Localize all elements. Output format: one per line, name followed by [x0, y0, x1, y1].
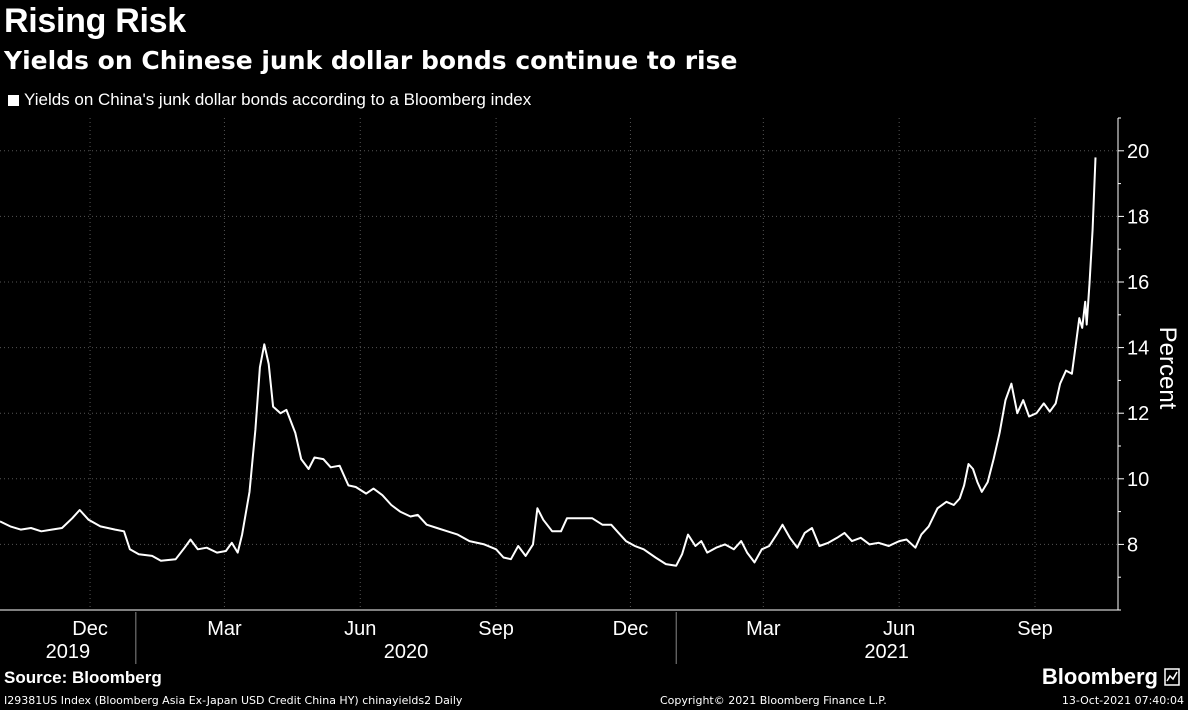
chart-subtitle: Yields on Chinese junk dollar bonds cont…	[4, 46, 738, 75]
grid-lines	[0, 118, 1118, 610]
ytick-label-16: 16	[1127, 272, 1149, 294]
year-label-2019: 2019	[46, 641, 91, 663]
y-axis-label: Percent	[1154, 327, 1181, 410]
legend-swatch	[8, 94, 19, 106]
timestamp: 13-Oct-2021 07:40:04	[1061, 694, 1184, 707]
index-meta: I29381US Index (Bloomberg Asia Ex-Japan …	[4, 694, 463, 707]
legend: Yields on China's junk dollar bonds acco…	[8, 90, 531, 110]
brand-name: Bloomberg	[1041, 664, 1158, 689]
ytick-label-14: 14	[1127, 338, 1149, 360]
copyright: Copyright© 2021 Bloomberg Finance L.P.	[660, 694, 887, 707]
year-label-2020: 2020	[384, 641, 429, 663]
xtick-label-2: Jun	[344, 618, 376, 640]
ytick-label-20: 20	[1127, 141, 1149, 163]
axes	[0, 117, 1124, 664]
bloomberg-logo-icon	[1164, 667, 1180, 687]
legend-label: Yields on China's junk dollar bonds acco…	[24, 90, 532, 109]
ytick-label-8: 8	[1127, 534, 1138, 556]
ytick-label-18: 18	[1127, 206, 1149, 228]
xtick-label-5: Mar	[746, 618, 781, 640]
xtick-label-6: Jun	[883, 618, 915, 640]
brand-logo: Bloomberg	[1042, 664, 1180, 690]
chart-title: Rising Risk	[4, 2, 186, 40]
series-group	[0, 157, 1097, 567]
xtick-label-4: Dec	[613, 618, 649, 640]
xtick-label-3: Sep	[478, 618, 514, 640]
ytick-label-10: 10	[1127, 469, 1149, 491]
ytick-label-12: 12	[1127, 403, 1149, 425]
series-line-0	[0, 157, 1097, 567]
xtick-label-1: Mar	[207, 618, 242, 640]
xtick-label-7: Sep	[1017, 618, 1053, 640]
year-label-2021: 2021	[864, 641, 909, 663]
tick-labels: 8 10 12 14 16 18 20 Dec Mar Jun Sep Dec Mar Jun Sep 201…	[46, 141, 1181, 663]
xtick-label-0: Dec	[72, 618, 108, 640]
source-label: Source: Bloomberg	[4, 668, 162, 687]
